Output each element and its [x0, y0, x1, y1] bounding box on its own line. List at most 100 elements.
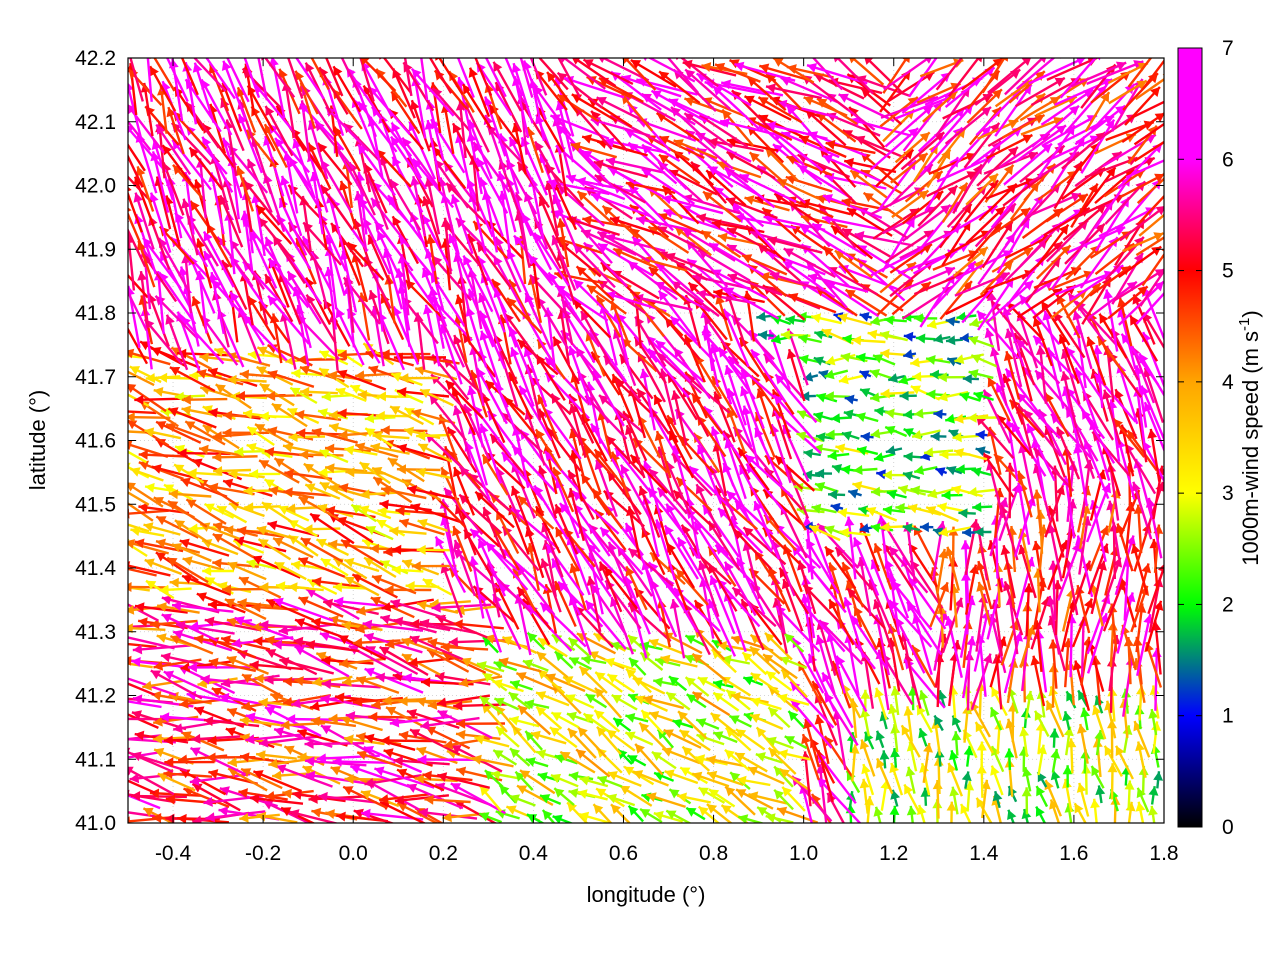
wind-arrow — [355, 676, 400, 695]
wind-arrow — [913, 465, 938, 475]
wind-arrow — [1071, 598, 1094, 648]
wind-arrow — [962, 636, 977, 699]
wind-arrow — [925, 355, 951, 365]
wind-arrow — [255, 750, 297, 761]
wind-arrow — [436, 772, 490, 789]
wind-arrow — [765, 813, 794, 823]
wind-arrow — [755, 726, 781, 756]
wind-arrow — [764, 632, 793, 661]
wind-arrow — [913, 525, 938, 570]
wind-arrow — [508, 715, 540, 728]
wind-arrow — [130, 791, 187, 801]
wind-arrow — [1073, 802, 1087, 823]
wind-arrow — [525, 757, 549, 768]
wind-arrow — [851, 335, 886, 346]
wind-arrow — [208, 657, 257, 673]
wind-arrow — [1004, 748, 1015, 770]
wind-arrow — [735, 728, 766, 751]
wind-arrow — [478, 812, 503, 823]
wind-arrow — [779, 768, 812, 793]
wind-arrow — [455, 729, 501, 740]
wind-arrow — [1092, 704, 1107, 740]
wind-arrow — [568, 771, 594, 782]
wind-arrow — [305, 770, 367, 785]
wind-arrow — [823, 735, 854, 778]
wind-arrow — [1023, 583, 1034, 637]
wind-arrow — [697, 786, 726, 804]
wind-arrow — [853, 465, 878, 475]
wind-arrow — [478, 292, 502, 352]
wind-arrow — [653, 810, 684, 823]
wind-arrow — [874, 687, 888, 720]
wind-arrow — [935, 467, 948, 477]
wind-arrow — [493, 660, 518, 672]
wind-arrow — [434, 671, 491, 686]
wind-arrow — [951, 731, 962, 756]
x-tick-label: 1.0 — [789, 842, 818, 865]
wind-arrow — [398, 730, 447, 744]
wind-arrow — [603, 566, 639, 610]
wind-arrow — [907, 503, 942, 516]
wind-arrow — [289, 809, 340, 823]
wind-arrow — [356, 750, 403, 769]
wind-arrow — [174, 444, 205, 458]
wind-arrow — [660, 654, 698, 668]
wind-arrow — [305, 640, 360, 653]
wind-arrow — [509, 794, 536, 807]
wind-arrow — [664, 769, 699, 785]
wind-arrow — [780, 668, 808, 699]
wind-arrow — [783, 632, 805, 653]
wind-arrow — [282, 694, 332, 707]
wind-arrow — [762, 653, 798, 680]
wind-arrow — [484, 379, 526, 416]
wind-arrow — [559, 750, 596, 774]
wind-arrow — [344, 774, 388, 785]
wind-arrow — [606, 793, 636, 807]
wind-arrow — [875, 730, 885, 749]
wind-arrow — [526, 631, 546, 651]
wind-arrow — [249, 793, 304, 805]
wind-arrow — [903, 783, 922, 815]
wind-arrow — [712, 679, 734, 690]
wind-arrow — [880, 779, 891, 811]
wind-arrow — [773, 788, 794, 811]
wind-arrow — [257, 538, 292, 561]
wind-arrow — [554, 580, 577, 627]
wind-arrow — [750, 697, 782, 711]
wind-arrow — [767, 706, 791, 729]
wind-arrow — [349, 764, 411, 789]
wind-arrow — [422, 578, 453, 596]
wind-arrow — [287, 582, 324, 593]
wind-arrow — [872, 354, 896, 366]
wind-arrow — [750, 672, 780, 694]
wind-arrow — [302, 765, 341, 785]
wind-arrow — [918, 727, 928, 747]
x-tick-label: 1.4 — [969, 842, 999, 865]
wind-arrow — [292, 790, 346, 803]
colorbar-tick-label: 6 — [1222, 148, 1234, 171]
wind-arrow — [551, 557, 582, 616]
wind-arrow — [860, 689, 871, 720]
wind-arrow — [910, 644, 937, 688]
wind-arrow — [710, 648, 737, 674]
wind-arrow — [360, 790, 400, 808]
wind-arrow — [519, 769, 556, 795]
wind-arrow — [941, 597, 964, 654]
wind-arrow — [420, 716, 480, 731]
wind-arrow — [577, 789, 608, 801]
wind-arrow — [628, 657, 647, 676]
wind-arrow — [352, 696, 404, 707]
wind-arrow — [777, 749, 811, 761]
wind-arrow — [1151, 647, 1162, 711]
colorbar-gradient — [1177, 47, 1203, 828]
wind-arrow — [827, 489, 846, 500]
wind-arrow — [226, 655, 269, 675]
colorbar-tick-label: 3 — [1222, 482, 1234, 505]
wind-arrow — [258, 735, 319, 748]
y-tick-label: 41.4 — [75, 557, 116, 580]
wind-arrow — [1072, 660, 1091, 712]
wind-arrow — [906, 805, 917, 823]
wind-arrow — [755, 752, 784, 764]
wind-arrow — [741, 651, 768, 676]
wind-arrow — [1035, 785, 1049, 808]
